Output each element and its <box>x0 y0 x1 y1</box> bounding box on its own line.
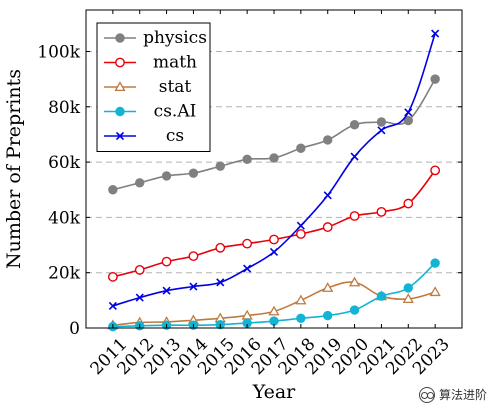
data-point <box>322 222 333 232</box>
data-point <box>107 271 118 282</box>
legend-entry: math <box>104 53 197 73</box>
y-tick-label: 60k <box>48 153 81 173</box>
data-point <box>215 242 226 253</box>
data-point <box>215 161 225 171</box>
legend-label: stat <box>159 77 192 97</box>
y-axis-title: Number of Preprints <box>3 69 25 269</box>
data-point <box>269 153 279 163</box>
legend-entry: stat <box>104 77 191 97</box>
data-point <box>430 74 440 84</box>
y-tick-label: 0 <box>69 319 80 339</box>
data-point <box>135 178 145 188</box>
data-point <box>403 198 414 209</box>
data-point <box>269 247 279 257</box>
legend-label: math <box>153 53 197 73</box>
data-point <box>296 313 306 324</box>
legend-entry: cs <box>104 126 184 146</box>
legend-entry: physics <box>104 28 207 48</box>
data-point <box>349 120 360 130</box>
legend-marker <box>114 81 126 92</box>
data-point <box>349 211 360 221</box>
data-point <box>350 152 359 161</box>
x-axis-title: Year <box>252 381 296 403</box>
data-point <box>376 291 387 301</box>
data-point <box>296 221 305 230</box>
y-tick-label: 100k <box>37 42 80 62</box>
data-point <box>188 251 199 262</box>
data-point <box>403 283 413 293</box>
data-point <box>295 294 307 305</box>
data-point <box>323 135 333 145</box>
watermark: 算法进阶 <box>418 386 487 403</box>
legend-label: physics <box>143 28 207 48</box>
data-point <box>134 265 145 275</box>
data-point <box>431 29 440 38</box>
legend-label: cs.AI <box>154 102 197 122</box>
data-point <box>189 282 198 291</box>
data-point <box>404 108 413 117</box>
data-point <box>430 165 441 176</box>
series-cs <box>108 29 440 310</box>
data-point <box>243 264 252 273</box>
data-point <box>296 143 306 153</box>
data-point <box>108 185 118 195</box>
legend-marker <box>115 131 125 141</box>
wechat-icon <box>418 386 435 403</box>
data-point <box>161 256 172 267</box>
series-layer <box>107 29 441 332</box>
legend-entry: cs.AI <box>104 102 196 122</box>
legend-marker <box>115 106 125 117</box>
series-physics <box>108 74 440 195</box>
legend-marker <box>115 57 125 68</box>
series-math <box>107 165 441 282</box>
legend-label: cs <box>166 126 184 146</box>
data-point <box>242 238 253 249</box>
series-cs-AI <box>108 258 440 332</box>
data-point <box>161 171 172 181</box>
data-point <box>188 168 199 178</box>
series-line <box>112 169 436 278</box>
data-point <box>349 305 360 315</box>
data-point <box>402 293 414 303</box>
legend-marker <box>115 33 125 43</box>
data-point <box>108 301 117 310</box>
data-point <box>429 286 441 297</box>
data-point <box>322 282 334 292</box>
data-point <box>242 154 252 165</box>
y-tick-label: 40k <box>48 208 81 228</box>
data-point <box>268 305 280 316</box>
data-point <box>216 278 225 287</box>
data-point <box>376 206 387 217</box>
data-point <box>295 229 306 239</box>
data-point <box>403 115 413 126</box>
watermark-text: 算法进阶 <box>438 388 487 402</box>
data-point <box>323 310 333 321</box>
y-tick-label: 20k <box>48 264 81 284</box>
data-point <box>430 258 440 268</box>
y-tick-label: 80k <box>48 98 81 118</box>
data-point <box>269 234 279 245</box>
data-point <box>377 126 386 135</box>
data-point <box>135 293 144 302</box>
data-point <box>162 286 171 295</box>
data-point <box>376 117 387 127</box>
legend: physics math stat cs.AI cs <box>96 22 211 152</box>
data-point <box>348 276 361 287</box>
data-point <box>323 191 332 200</box>
